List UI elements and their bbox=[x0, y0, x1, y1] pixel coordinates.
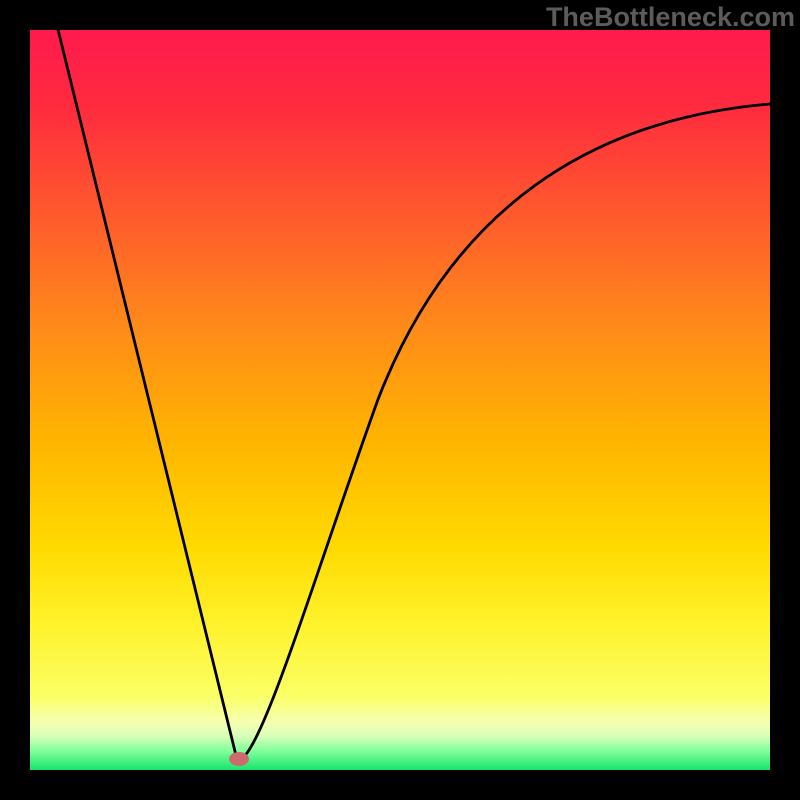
v-curve bbox=[30, 30, 770, 770]
watermark-text: TheBottleneck.com bbox=[546, 2, 795, 33]
frame-right bbox=[770, 0, 800, 800]
plot-area bbox=[30, 30, 770, 770]
frame-left bbox=[0, 0, 30, 800]
frame-bottom bbox=[0, 770, 800, 800]
